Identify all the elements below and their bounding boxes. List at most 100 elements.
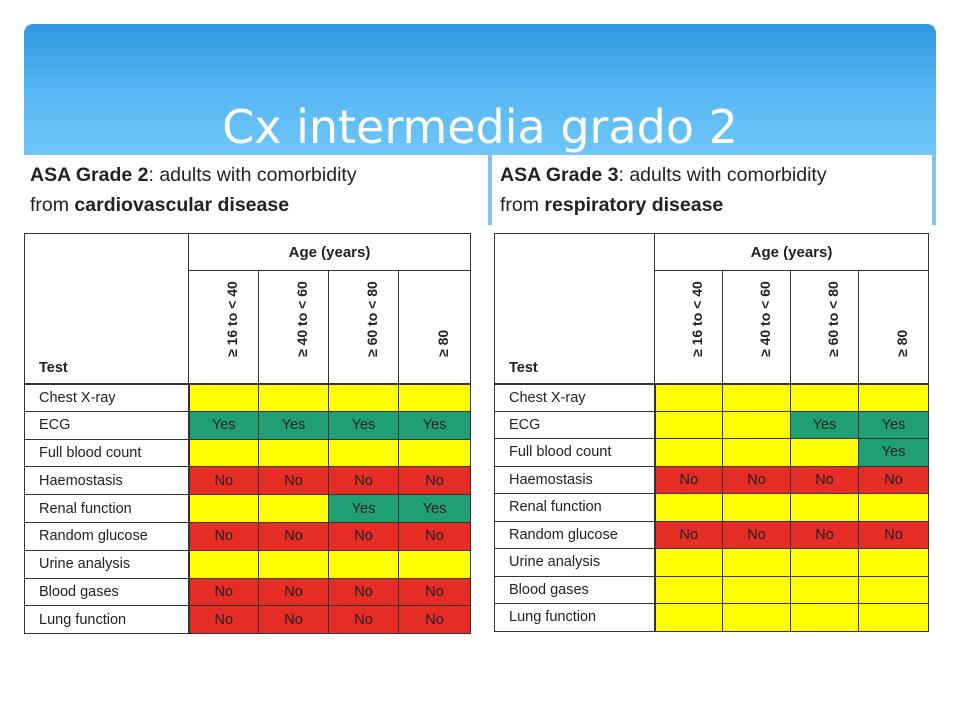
left-caption-disease: cardiovascular disease xyxy=(74,194,290,216)
recommendation-cell: Yes xyxy=(397,494,472,523)
right-caption: ASA Grade 3: adults with comorbidity fro… xyxy=(500,160,827,220)
recommendation-cell xyxy=(397,549,472,579)
age-band-header: ≥ 16 to < 40 xyxy=(188,270,259,384)
recommendation-cell: No xyxy=(328,466,399,496)
table-row: Haemostasis No No No No xyxy=(24,466,472,496)
table-row: Random glucose No No No No xyxy=(24,521,472,551)
recommendation-cell xyxy=(857,603,930,632)
recommendation-cell: No xyxy=(328,521,399,551)
recommendation-cell: No xyxy=(722,520,791,549)
right-caption-disease: respiratory disease xyxy=(544,194,724,216)
recommendation-cell xyxy=(857,575,930,604)
test-column-header: Test xyxy=(494,233,655,384)
test-name: Full blood count xyxy=(494,438,656,467)
title-banner: Cx intermedia grado 2 xyxy=(24,24,936,155)
recommendation-cell: Yes xyxy=(328,410,399,440)
recommendation-cell xyxy=(722,438,791,467)
test-name: Haemostasis xyxy=(24,466,190,496)
recommendation-cell: Yes xyxy=(790,410,859,439)
recommendation-cell xyxy=(397,438,472,468)
recommendation-cell: No xyxy=(654,520,723,549)
recommendation-cell xyxy=(790,548,859,577)
test-column-header: Test xyxy=(24,233,189,384)
recommendation-cell xyxy=(654,410,723,439)
test-name: Full blood count xyxy=(24,438,190,468)
table-row: Blood gases xyxy=(494,575,930,604)
recommendation-cell: No xyxy=(397,521,472,551)
test-name: Renal function xyxy=(494,493,656,522)
table-row: Full blood count Yes xyxy=(494,438,930,467)
recommendation-cell xyxy=(790,382,859,412)
age-header: Age (years) xyxy=(653,233,930,271)
age-band-header: ≥ 40 to < 60 xyxy=(258,270,329,384)
test-name: ECG xyxy=(494,410,656,439)
recommendation-cell xyxy=(790,438,859,467)
recommendation-cell: No xyxy=(790,465,859,494)
table-row: Blood gases No No No No xyxy=(24,577,472,607)
banner-divider-right xyxy=(932,155,936,225)
age-band-header: ≥ 16 to < 40 xyxy=(654,270,723,384)
recommendation-cell: No xyxy=(188,577,259,607)
recommendation-cell: No xyxy=(722,465,791,494)
recommendation-cell: Yes xyxy=(397,410,472,440)
table-row: Random glucose No No No No xyxy=(494,520,930,549)
recommendation-cell: No xyxy=(258,577,329,607)
test-name: Random glucose xyxy=(494,520,656,549)
test-name: Lung function xyxy=(24,605,190,635)
test-name: Chest X-ray xyxy=(24,382,190,412)
recommendation-cell: Yes xyxy=(188,410,259,440)
test-name: Renal function xyxy=(24,494,190,523)
test-name: Blood gases xyxy=(24,577,190,607)
recommendation-cell xyxy=(857,548,930,577)
age-band-label: ≥ 16 to < 40 xyxy=(223,280,240,357)
recommendation-cell xyxy=(654,493,723,522)
age-band-label: ≥ 80 xyxy=(434,329,451,357)
recommendation-cell: No xyxy=(857,465,930,494)
recommendation-cell xyxy=(188,438,259,468)
recommendation-cell xyxy=(188,494,259,523)
recommendation-cell: No xyxy=(188,466,259,496)
table-row: Chest X-ray xyxy=(494,382,930,412)
recommendation-cell: No xyxy=(258,521,329,551)
left-caption-text: : adults with comorbidity xyxy=(148,164,357,186)
recommendation-cell: No xyxy=(397,577,472,607)
recommendation-cell xyxy=(722,493,791,522)
age-header: Age (years) xyxy=(187,233,472,271)
test-name: ECG xyxy=(24,410,190,440)
asa-grade-2-table: Test Age (years) ≥ 16 to < 40 ≥ 40 to < 60 ≥… xyxy=(24,233,472,635)
recommendation-cell xyxy=(258,438,329,468)
age-band-label: ≥ 16 to < 40 xyxy=(688,280,705,357)
test-name: Lung function xyxy=(494,603,656,632)
recommendation-cell xyxy=(654,548,723,577)
table-row: ECG Yes Yes xyxy=(494,410,930,439)
recommendation-cell xyxy=(722,548,791,577)
recommendation-cell xyxy=(857,493,930,522)
age-band-header: ≥ 80 xyxy=(397,270,472,384)
age-band-header: ≥ 40 to < 60 xyxy=(722,270,791,384)
recommendation-cell xyxy=(258,494,329,523)
recommendation-cell: No xyxy=(790,520,859,549)
recommendation-cell xyxy=(654,438,723,467)
recommendation-cell: No xyxy=(258,605,329,635)
recommendation-cell xyxy=(857,382,930,412)
age-band-header: ≥ 60 to < 80 xyxy=(328,270,399,384)
recommendation-cell: No xyxy=(188,521,259,551)
recommendation-cell: Yes xyxy=(857,438,930,467)
recommendation-cell xyxy=(790,493,859,522)
test-name: Chest X-ray xyxy=(494,382,656,412)
recommendation-cell xyxy=(328,438,399,468)
recommendation-cell xyxy=(188,382,259,412)
recommendation-cell xyxy=(790,603,859,632)
age-band-label: ≥ 80 xyxy=(893,329,910,357)
table-row: Urine analysis xyxy=(494,548,930,577)
recommendation-cell xyxy=(397,382,472,412)
age-band-label: ≥ 40 to < 60 xyxy=(756,280,773,357)
test-name: Haemostasis xyxy=(494,465,656,494)
recommendation-cell xyxy=(188,549,259,579)
test-name: Urine analysis xyxy=(494,548,656,577)
recommendation-cell: No xyxy=(258,466,329,496)
banner-divider-left xyxy=(488,155,492,225)
recommendation-cell xyxy=(654,603,723,632)
recommendation-cell: No xyxy=(857,520,930,549)
recommendation-cell: Yes xyxy=(328,494,399,523)
